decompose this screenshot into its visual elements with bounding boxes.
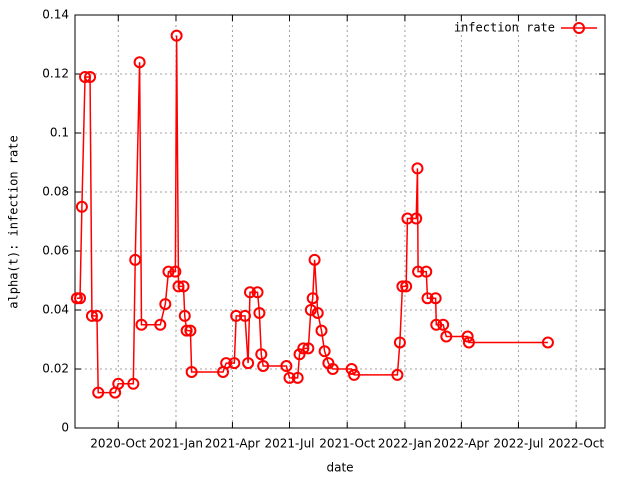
y-tick-label: 0.06 <box>42 244 69 258</box>
data-point <box>461 330 474 343</box>
data-point <box>162 265 175 278</box>
data-point <box>177 280 190 293</box>
data-point <box>345 363 358 375</box>
x-tick-label: 2021-Jul <box>265 437 315 451</box>
data-point <box>400 280 413 293</box>
data-point <box>90 309 103 322</box>
data-point <box>180 324 193 337</box>
data-point <box>243 286 256 299</box>
legend-label: infection rate <box>454 21 555 35</box>
data-point <box>429 292 442 305</box>
data-point <box>411 162 424 175</box>
data-point <box>172 280 185 293</box>
y-tick-label: 0.02 <box>42 362 69 376</box>
data-point <box>74 292 87 305</box>
data-point <box>170 29 183 42</box>
series-line <box>76 35 548 394</box>
data-point <box>75 200 88 213</box>
data-point <box>129 253 142 266</box>
data-point <box>92 386 105 399</box>
data-point <box>315 324 328 337</box>
data-point <box>84 70 97 83</box>
data-point <box>79 70 92 83</box>
y-tick-label: 0.04 <box>42 303 69 317</box>
data-point <box>440 330 453 343</box>
data-point <box>541 336 554 349</box>
data-point <box>304 304 317 316</box>
data-point <box>462 336 475 349</box>
data-point <box>159 298 172 311</box>
data-point <box>401 212 414 225</box>
data-point <box>318 345 331 358</box>
data-point <box>412 265 425 278</box>
data-point <box>257 360 270 373</box>
data-point <box>253 306 266 319</box>
y-axis-label: alpha(t): infection rate <box>7 135 21 308</box>
data-point <box>302 342 315 355</box>
data-point <box>185 365 198 378</box>
y-tick-label: 0.1 <box>50 126 69 140</box>
data-point <box>420 265 433 278</box>
data-point <box>393 336 406 349</box>
data-point <box>348 368 361 381</box>
data-point <box>242 357 255 370</box>
data-point <box>430 318 443 331</box>
data-point <box>311 306 324 319</box>
x-tick-label: 2022-Oct <box>548 437 604 451</box>
data-point <box>220 357 233 370</box>
data-point <box>283 371 296 384</box>
data-point <box>251 286 264 299</box>
data-point <box>291 371 304 384</box>
data-point <box>437 318 450 331</box>
data-point <box>230 309 243 322</box>
data-point <box>238 309 251 322</box>
data-point <box>135 318 148 331</box>
data-point <box>396 280 409 293</box>
data-point <box>306 292 319 305</box>
legend-marker <box>573 22 585 34</box>
data-point <box>127 377 140 390</box>
y-tick-label: 0.12 <box>42 67 69 81</box>
data-point <box>178 309 191 322</box>
data-point <box>410 212 423 225</box>
data-point <box>308 253 321 266</box>
data-point <box>391 368 404 381</box>
data-point <box>169 265 182 278</box>
data-point <box>293 348 306 361</box>
x-axis-label: date <box>326 461 353 475</box>
x-tick-label: 2021-Oct <box>319 437 375 451</box>
x-tick-label: 2022-Jan <box>378 437 432 451</box>
data-point <box>133 56 146 69</box>
data-point <box>112 377 125 390</box>
x-tick-label: 2022-Jul <box>493 437 543 451</box>
y-tick-label: 0.14 <box>42 8 69 22</box>
x-tick-label: 2020-Oct <box>90 437 146 451</box>
y-tick-label: 0.08 <box>42 185 69 199</box>
data-point <box>297 342 310 355</box>
data-point <box>421 292 434 305</box>
data-point <box>280 360 293 373</box>
y-tick-label: 0 <box>61 421 69 435</box>
x-tick-label: 2022-Apr <box>434 437 489 451</box>
data-point <box>154 318 167 331</box>
data-point <box>184 324 197 337</box>
data-point <box>228 357 241 370</box>
x-tick-label: 2021-Jan <box>149 437 203 451</box>
plot-frame <box>74 14 606 429</box>
data-point <box>255 348 268 361</box>
data-point <box>326 363 339 375</box>
x-tick-label: 2021-Apr <box>205 437 260 451</box>
data-point <box>85 309 98 322</box>
